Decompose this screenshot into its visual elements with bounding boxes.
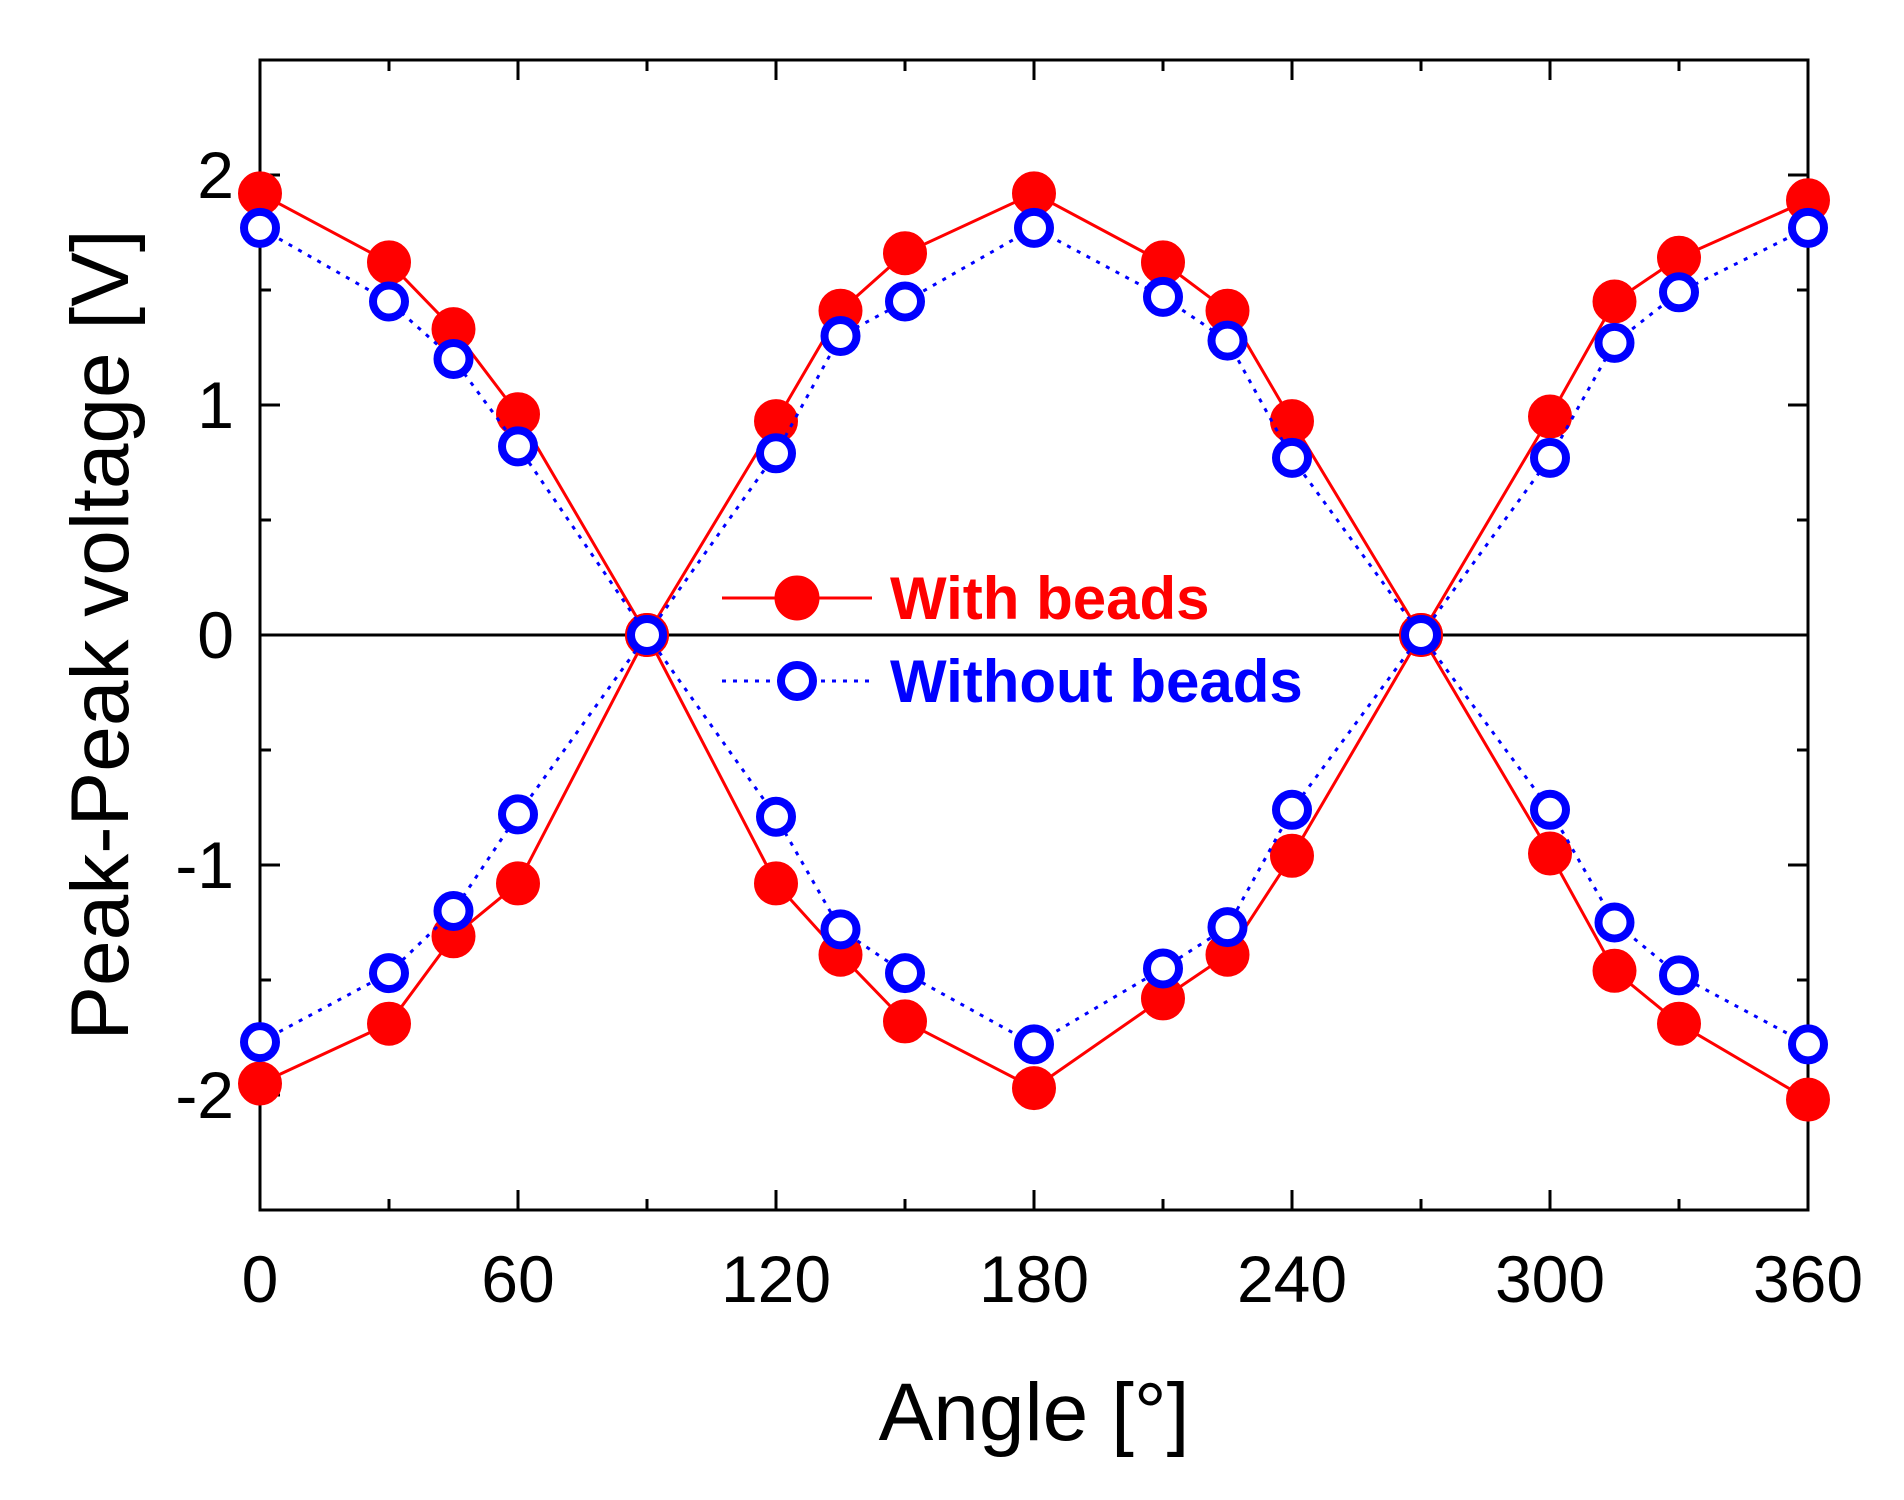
data-point-with-beads (883, 231, 927, 276)
y-axis-title: Peak-Peak voltage [V] (55, 229, 146, 1040)
data-point-without-beads (1788, 207, 1828, 248)
data-point-without-beads (1530, 789, 1570, 830)
data-point-without-beads (1014, 207, 1054, 248)
x-tick-label: 0 (242, 1242, 279, 1316)
data-point-without-beads (1594, 902, 1635, 943)
x-tick-label: 300 (1495, 1242, 1605, 1316)
data-point-with-beads (367, 1001, 411, 1046)
data-point-without-beads (1207, 320, 1248, 361)
data-point-without-beads (240, 207, 280, 248)
legend-label-with-beads: With beads (890, 565, 1209, 632)
data-point-without-beads (1143, 276, 1183, 317)
series-without-beads (240, 207, 1828, 1065)
legend: With beads Without beads (722, 565, 1303, 715)
data-point-with-beads (1528, 831, 1572, 876)
tick-labels: 0 60 120 180 240 300 360 -2 -1 0 1 2 (175, 138, 1863, 1316)
axis-ticks (258, 58, 1810, 1212)
data-point-with-beads (1657, 1001, 1701, 1046)
y-tick-label: 2 (197, 138, 234, 212)
data-point-without-beads (433, 891, 474, 931)
data-point-without-beads (1014, 1024, 1054, 1065)
data-point-with-beads (496, 861, 540, 906)
y-tick-label: -1 (175, 828, 234, 902)
data-point-without-beads (1272, 789, 1312, 830)
x-axis-title: Angle [°] (879, 1367, 1190, 1458)
data-point-with-beads (883, 999, 927, 1044)
data-point-without-beads (1659, 955, 1699, 996)
data-point-with-beads (1786, 1077, 1830, 1122)
legend-label-without-beads: Without beads (890, 648, 1303, 715)
data-point-without-beads (240, 1022, 280, 1063)
x-tick-label: 60 (481, 1242, 554, 1316)
data-point-without-beads (756, 433, 796, 474)
series-layer (238, 171, 1830, 1122)
x-tick-label: 360 (1753, 1242, 1863, 1316)
data-point-with-beads (1528, 394, 1572, 439)
data-point-without-beads (1594, 322, 1635, 363)
data-point-without-beads (1401, 615, 1441, 655)
data-point-with-beads (1012, 1066, 1056, 1111)
legend-marker-without-beads (777, 661, 817, 701)
data-point-without-beads (885, 953, 925, 994)
data-point-with-beads (238, 1061, 282, 1106)
data-point-without-beads (1207, 907, 1248, 948)
data-point-without-beads (885, 281, 925, 322)
data-point-without-beads (498, 426, 538, 467)
data-point-without-beads (1788, 1024, 1828, 1065)
data-point-without-beads (756, 796, 796, 837)
data-point-with-beads (367, 240, 411, 285)
data-point-with-beads (1592, 279, 1637, 324)
x-tick-label: 240 (1237, 1242, 1347, 1316)
y-tick-label: 1 (197, 368, 234, 442)
data-point-without-beads (498, 794, 538, 835)
data-point-without-beads (627, 615, 667, 655)
data-point-with-beads (1270, 399, 1314, 444)
data-point-without-beads (369, 953, 409, 994)
data-point-without-beads (369, 281, 409, 322)
data-point-with-beads (1270, 833, 1314, 878)
data-point-with-beads (1592, 948, 1637, 993)
data-point-without-beads (1659, 272, 1699, 313)
legend-marker-with-beads (774, 575, 820, 621)
y-tick-label: 0 (197, 598, 234, 672)
data-point-with-beads (754, 861, 798, 906)
data-point-without-beads (820, 909, 861, 950)
data-point-without-beads (1530, 437, 1570, 478)
data-point-without-beads (1143, 948, 1183, 989)
y-tick-label: -2 (175, 1058, 234, 1132)
data-point-without-beads (1272, 437, 1312, 478)
x-tick-label: 120 (721, 1242, 831, 1316)
data-point-without-beads (433, 339, 474, 379)
x-tick-label: 180 (979, 1242, 1089, 1316)
data-point-without-beads (820, 316, 861, 356)
